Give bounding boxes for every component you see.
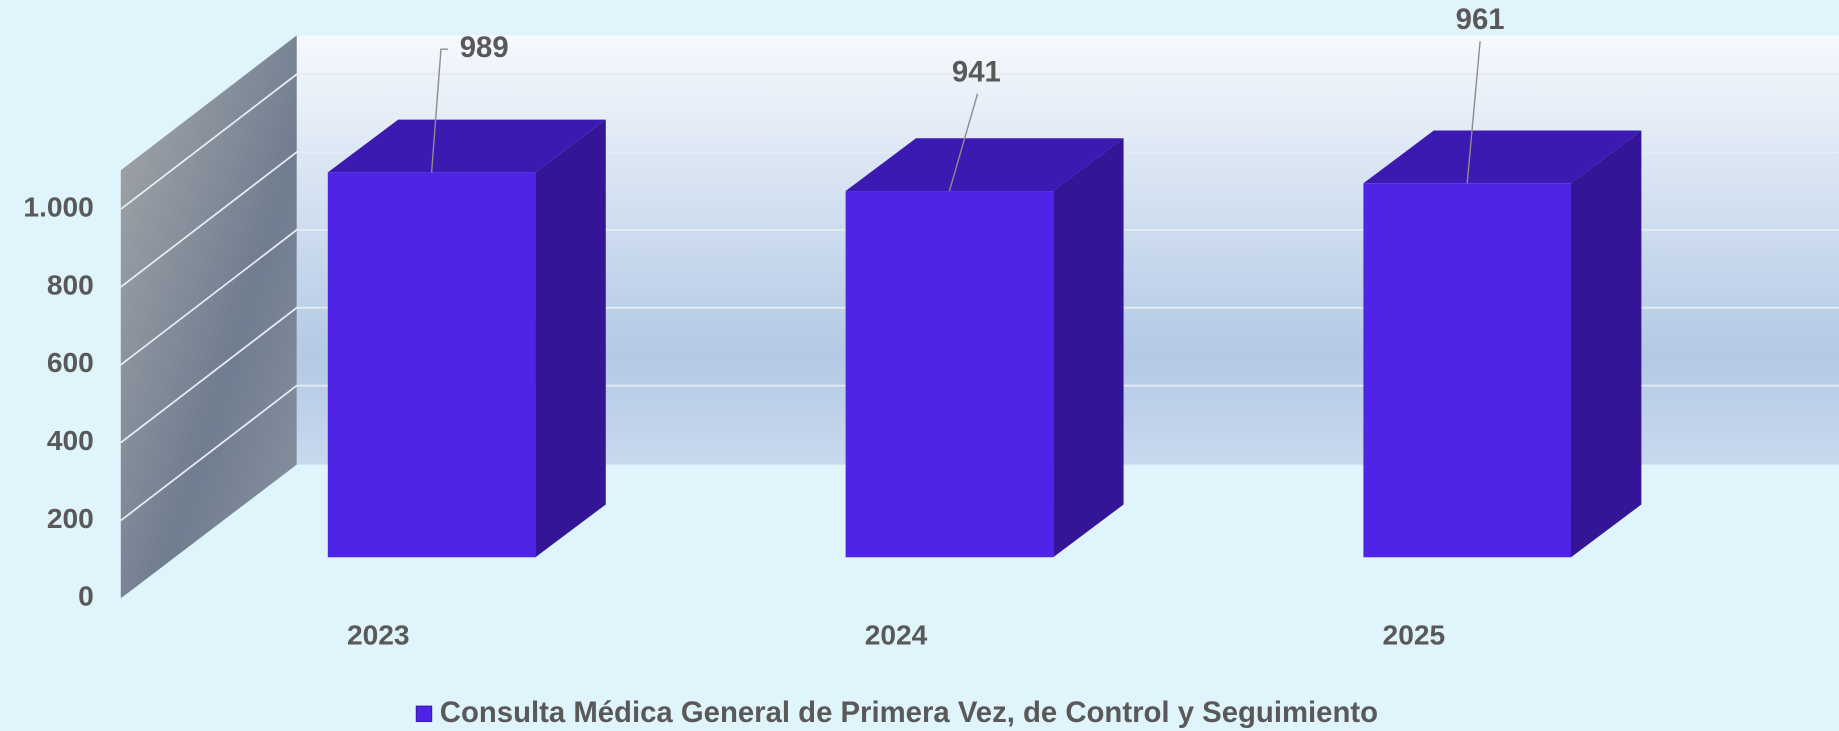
data-label: 941 [952,56,1001,89]
bar-side [1571,130,1642,558]
grid-line [120,151,1839,288]
x-tick-label: 2023 [347,619,410,650]
grid-line [120,306,1839,444]
y-tick-label: 0 [78,581,94,612]
grid-line [120,229,1839,366]
bar-front [327,172,536,558]
bar [1363,130,1642,558]
bar-top [327,119,606,173]
bar-front [1363,183,1572,558]
y-tick-label: 800 [47,269,94,300]
bar-front [845,191,1054,558]
bar-side [1053,138,1124,558]
grid-line [120,384,1839,522]
x-tick-label: 2024 [865,619,928,650]
y-tick-label: 600 [47,347,94,378]
leader-line [430,48,449,173]
bar-top [845,138,1124,192]
x-tick-label: 2025 [1383,619,1446,650]
leader-line [948,93,979,192]
bar [845,138,1124,558]
data-label: 989 [460,31,509,64]
leader-line [1466,41,1481,184]
data-label: 961 [1456,3,1505,36]
bar-side [535,119,606,558]
grid-line [120,73,1839,210]
y-tick-label: 1.000 [23,192,93,223]
bar [327,119,606,558]
bar-top [1363,130,1642,184]
y-tick-label: 200 [47,503,94,534]
legend-swatch [415,705,433,723]
y-tick-label: 400 [47,425,94,456]
legend-label: Consulta Médica General de Primera Vez, … [440,696,1378,729]
